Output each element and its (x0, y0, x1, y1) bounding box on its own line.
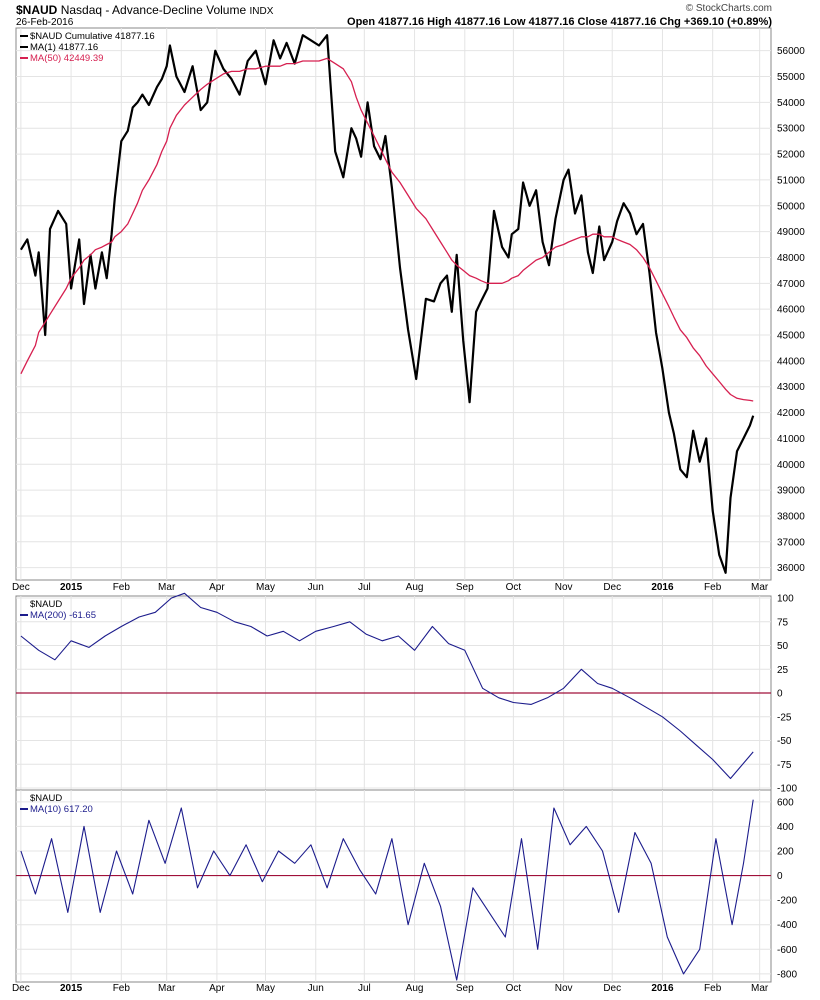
x-tick-label: Dec (12, 983, 30, 994)
y-tick-label: 40000 (777, 460, 805, 471)
y-tick-label: 0 (777, 871, 783, 882)
x-tick-label: Oct (506, 582, 522, 593)
y-tick-label: 100 (777, 594, 794, 605)
indicator-line (20, 592, 754, 780)
x-tick-label: 2015 (60, 582, 83, 593)
x-tick-label: Mar (158, 983, 176, 994)
y-tick-label: 50000 (777, 201, 805, 212)
x-tick-label: Sep (456, 582, 474, 593)
y-tick-label: 53000 (777, 124, 805, 135)
x-tick-label: Feb (113, 582, 131, 593)
x-tick-label: Nov (555, 582, 573, 593)
legend-entry: $NAUD Cumulative 41877.16 (30, 31, 155, 42)
x-tick-label: Mar (751, 983, 769, 994)
panel-frame (15, 789, 772, 983)
y-tick-label: 56000 (777, 46, 805, 57)
x-tick-label: Dec (603, 983, 621, 994)
y-tick-label: 38000 (777, 511, 805, 522)
x-tick-label: Oct (506, 983, 522, 994)
y-tick-label: 48000 (777, 253, 805, 264)
y-tick-label: 47000 (777, 279, 805, 290)
symbol: $NAUD (16, 3, 58, 17)
y-tick-label: -600 (777, 945, 797, 956)
x-tick-label: May (256, 983, 275, 994)
y-tick-label: -800 (777, 969, 797, 980)
x-tick-label: Dec (603, 582, 621, 593)
index-name: Nasdaq - Advance-Decline Volume (60, 3, 247, 17)
y-tick-label: 36000 (777, 563, 805, 574)
watermark: © StockCharts.com (685, 3, 772, 14)
ohlc-readout: Open 41877.16 High 41877.16 Low 41877.16… (347, 16, 772, 28)
y-tick-label: 39000 (777, 486, 805, 497)
x-tick-label: Jul (358, 582, 371, 593)
y-tick-label: -200 (777, 896, 797, 907)
x-tick-label: May (256, 582, 275, 593)
price-panel: 56000 55000 54000 53000 52000 51000 50000 49000… (12, 27, 805, 593)
x-tick-label: Nov (555, 983, 573, 994)
y-tick-label: 43000 (777, 382, 805, 393)
y-tick-label: 55000 (777, 72, 805, 83)
legend-entry: MA(50) 42449.39 (30, 53, 103, 64)
legend-entry: MA(10) 617.20 (30, 804, 93, 815)
x-tick-label: Feb (704, 582, 722, 593)
x-tick-label: Mar (158, 582, 176, 593)
y-tick-label: -100 (777, 784, 797, 795)
x-tick-label: Jun (308, 582, 324, 593)
y-tick-label: 600 (777, 797, 794, 808)
y-tick-label: 0 (777, 689, 783, 700)
y-tick-label: 46000 (777, 305, 805, 316)
y-tick-label: 54000 (777, 98, 805, 109)
x-tick-label: Feb (113, 983, 131, 994)
y-tick-label: -50 (777, 736, 792, 747)
chart-title: $NAUD Nasdaq - Advance-Decline Volume IN… (16, 3, 273, 17)
y-tick-label: 75 (777, 617, 789, 628)
x-tick-label: Dec (12, 582, 30, 593)
y-tick-label: 400 (777, 822, 794, 833)
legend-entry: $NAUD (30, 793, 62, 804)
x-tick-label: 2015 (60, 983, 83, 994)
indicator-line (20, 799, 754, 981)
x-tick-label: 2016 (651, 983, 674, 994)
x-tick-label: Aug (406, 983, 424, 994)
legend-entry: $NAUD (30, 599, 62, 610)
x-tick-label: Apr (209, 582, 225, 593)
y-tick-label: -400 (777, 920, 797, 931)
y-tick-label: 45000 (777, 331, 805, 342)
legend-entry: MA(200) -61.65 (30, 610, 96, 621)
x-tick-label: 2016 (651, 582, 674, 593)
y-tick-label: 37000 (777, 537, 805, 548)
y-tick-label: 44000 (777, 356, 805, 367)
y-tick-label: -25 (777, 712, 792, 723)
price-line (19, 34, 755, 574)
x-tick-label: Sep (456, 983, 474, 994)
y-tick-label: 49000 (777, 227, 805, 238)
x-tick-label: Feb (704, 983, 722, 994)
x-tick-label: Mar (751, 582, 769, 593)
x-tick-label: Apr (209, 983, 225, 994)
x-tick-label: Jun (308, 983, 324, 994)
y-tick-label: 52000 (777, 150, 805, 161)
y-tick-label: 25 (777, 665, 789, 676)
panel-frame (15, 27, 772, 581)
y-tick-label: -75 (777, 760, 792, 771)
x-tick-label: Aug (406, 582, 424, 593)
chart-date: 26-Feb-2016 (16, 17, 74, 28)
ma50-line (20, 57, 754, 402)
y-tick-label: 41000 (777, 434, 805, 445)
y-tick-label: 42000 (777, 408, 805, 419)
y-tick-label: 200 (777, 846, 794, 857)
y-tick-label: 51000 (777, 175, 805, 186)
exchange: INDX (249, 6, 274, 17)
legend-entry: MA(1) 41877.16 (30, 42, 98, 53)
y-tick-label: 50 (777, 641, 789, 652)
x-tick-label: Jul (358, 983, 371, 994)
